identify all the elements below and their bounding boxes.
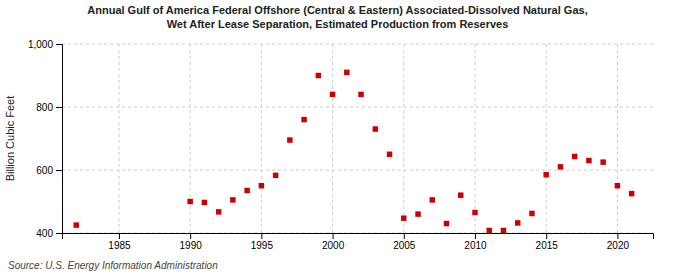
grid-line [332,44,333,233]
tick: 1995 [251,233,274,251]
point [401,215,406,220]
point [244,188,249,193]
tick-label: 800 [36,102,53,113]
tick-label: 600 [36,165,53,176]
tick-mark [475,233,476,239]
axis-line [63,234,654,240]
tick: 2020 [607,233,630,251]
title-group: Annual Gulf of America Federal Offshore … [87,4,587,30]
point [74,222,79,227]
tick-label: 1985 [108,240,131,251]
tick-label: 1,000 [28,39,53,50]
tick-label: 2020 [607,240,630,251]
tick-mark [404,233,405,239]
point [373,126,378,131]
point [572,154,577,159]
tick: 800 [36,102,62,113]
tick-label: 1990 [180,240,203,251]
grid-line [546,44,547,233]
point [600,159,605,164]
tick-label: 2000 [322,240,345,251]
tick-mark [56,107,62,108]
point [586,158,591,163]
tick-mark [56,233,62,234]
chart: Annual Gulf of America Federal Offshore … [0,0,675,275]
point [529,211,534,216]
grid-line [474,44,475,233]
y-axis: 400 600 800 1,000 [28,39,63,239]
point [472,210,477,215]
point [230,197,235,202]
tick: 2010 [464,233,487,251]
tick-mark [56,170,62,171]
point [330,92,335,97]
point [486,228,491,233]
point [187,199,192,204]
tick-label: 2010 [464,240,487,251]
point [259,183,264,188]
tick-mark [546,233,547,239]
point [202,200,207,205]
point [629,191,634,196]
tick-mark [190,233,191,239]
point [273,173,278,178]
grid-line [62,170,653,171]
grid-line [261,44,262,233]
point [415,211,420,216]
tick-mark [617,233,618,239]
grid-line [62,107,653,108]
point [458,192,463,197]
grid-line [118,44,119,233]
axis-line [56,45,63,234]
tick-label: 2005 [393,240,416,251]
tick: 1985 [108,233,131,251]
point [501,228,506,233]
grid-line [62,44,653,45]
point [615,183,620,188]
point [358,92,363,97]
title: Annual Gulf of America Federal Offshore … [87,4,587,16]
title: Wet After Lease Separation, Estimated Pr… [167,18,509,30]
point [301,117,306,122]
point [444,221,449,226]
tick: 400 [36,228,62,239]
point [515,220,520,225]
grid-line [403,44,404,233]
tick-mark [119,233,120,239]
tick: 600 [36,165,62,176]
tick: 2015 [536,233,559,251]
tick-label: 2015 [536,240,559,251]
point [558,164,563,169]
tick: 1,000 [28,39,62,50]
points [74,70,635,233]
tick: 2005 [393,233,416,251]
point [543,172,548,177]
tick-mark [56,44,62,45]
grid-line [190,44,191,233]
x-axis: 1985 1990 1995 2000 2005 2010 2015 2020 [63,233,654,251]
point [430,197,435,202]
point [344,70,349,75]
tick-mark [333,233,334,239]
tick-label: 400 [36,228,53,239]
tick: 1990 [180,233,203,251]
grid-line [617,44,618,233]
point [216,209,221,214]
tick-mark [261,233,262,239]
y-axis-title: Billion Cubic Feet [4,96,16,182]
grid [62,44,653,233]
point [287,137,292,142]
annotation: Source: U.S. Energy Information Administ… [8,260,218,271]
point [316,73,321,78]
tick: 2000 [322,233,345,251]
point [387,152,392,157]
tick-label: 1995 [251,240,274,251]
